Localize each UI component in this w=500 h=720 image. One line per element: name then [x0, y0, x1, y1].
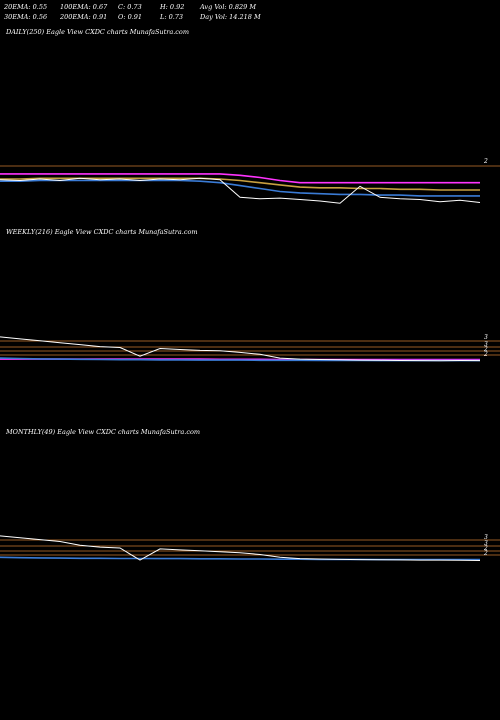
header-close: C: 0.73 [118, 3, 142, 11]
header-high: H: 0.92 [160, 3, 185, 11]
monthly-tick-label-3: 2 [483, 550, 488, 557]
daily-series-line-0 [0, 173, 480, 184]
weekly-tick-label-3: 2 [483, 351, 488, 358]
header-100ema: 100EMA: 0.67 [60, 3, 108, 11]
daily-panel-label: DAILY(250) Eagle View CXDC charts Munafa… [6, 28, 189, 36]
weekly-series-line-2 [0, 336, 481, 362]
header-avg-vol: Avg Vol: 0.829 M [200, 3, 257, 11]
header-30ema: 30EMA: 0.56 [4, 13, 48, 21]
weekly-tick-label-1: 3 [484, 341, 488, 348]
daily-series-line-3 [0, 177, 481, 204]
monthly-tick-label-0: 3 [484, 534, 488, 541]
header-open: O: 0.91 [118, 13, 143, 21]
header-day-vol: Day Vol: 14.218 M [200, 13, 261, 21]
weekly-panel-label: WEEKLY(216) Eagle View CXDC charts Munaf… [6, 228, 198, 236]
daily-series-line-2 [0, 179, 480, 197]
weekly-tick-label-0: 3 [484, 334, 488, 341]
header-200ema: 200EMA: 0.91 [60, 13, 108, 21]
header-low: L: 0.73 [160, 13, 184, 21]
daily-tick-label-0: 2 [483, 158, 488, 165]
weekly-tick-label-2: 2 [483, 346, 488, 353]
monthly-tick-label-2: 2 [483, 545, 488, 552]
header-20ema: 20EMA: 0.55 [4, 3, 48, 11]
monthly-series-line-1 [0, 535, 481, 561]
monthly-series-line-0 [0, 556, 480, 561]
monthly-panel-label: MONTHLY(49) Eagle View CXDC charts Munaf… [6, 428, 201, 436]
daily-chart: 2 [0, 158, 500, 204]
monthly-tick-label-1: 3 [484, 540, 488, 547]
